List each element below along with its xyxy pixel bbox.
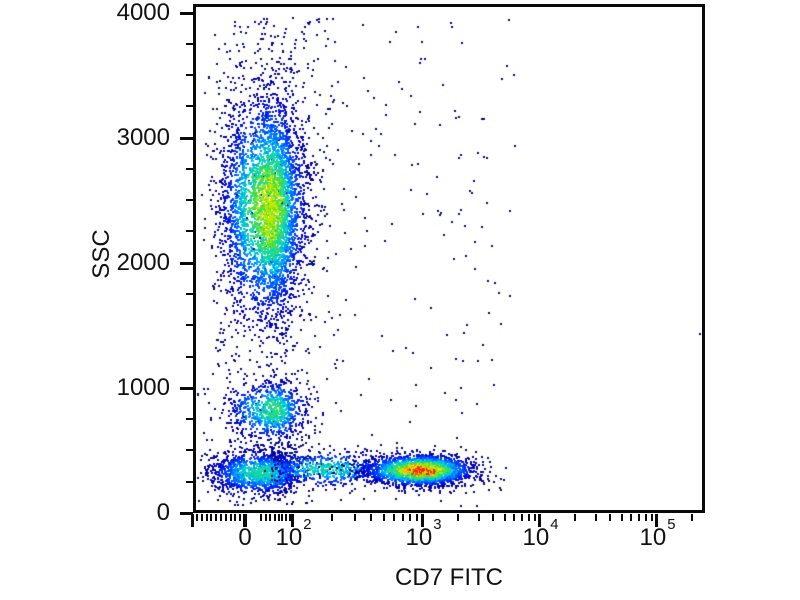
x-tick-label: 0 bbox=[197, 524, 293, 552]
x-minor-tick bbox=[281, 514, 283, 521]
x-minor-tick bbox=[457, 514, 459, 521]
x-minor-tick bbox=[230, 514, 232, 521]
x-minor-tick bbox=[370, 514, 372, 521]
y-tick-label: 3000 bbox=[116, 123, 170, 151]
y-minor-tick bbox=[186, 481, 193, 483]
y-minor-tick bbox=[186, 105, 193, 107]
x-tick-label-base: 10 bbox=[522, 524, 550, 551]
x-minor-tick bbox=[574, 514, 576, 521]
x-minor-tick bbox=[534, 514, 536, 521]
x-major-tick bbox=[191, 514, 194, 527]
x-minor-tick bbox=[274, 514, 276, 521]
x-minor-tick bbox=[239, 514, 241, 521]
y-minor-tick bbox=[186, 199, 193, 201]
y-minor-tick bbox=[186, 74, 193, 76]
x-minor-tick bbox=[638, 514, 640, 521]
x-tick-label: 104 bbox=[492, 517, 588, 552]
x-minor-tick bbox=[331, 514, 333, 521]
x-minor-tick bbox=[478, 514, 480, 521]
y-minor-tick bbox=[186, 293, 193, 295]
x-minor-tick bbox=[289, 514, 291, 521]
y-minor-tick bbox=[186, 449, 193, 451]
x-tick-label-exponent: 5 bbox=[667, 516, 676, 533]
x-minor-tick bbox=[691, 514, 693, 521]
x-tick-label-base: 10 bbox=[275, 524, 303, 551]
x-minor-tick bbox=[285, 514, 287, 521]
x-tick-label-exponent: 2 bbox=[303, 516, 312, 533]
x-minor-tick bbox=[409, 514, 411, 521]
x-minor-tick bbox=[383, 514, 385, 521]
x-minor-tick bbox=[504, 514, 506, 521]
x-tick-label-base: 10 bbox=[639, 524, 667, 551]
y-major-tick bbox=[180, 12, 193, 15]
y-tick-label: 0 bbox=[156, 499, 170, 526]
x-minor-tick bbox=[196, 514, 198, 521]
x-major-tick bbox=[655, 514, 658, 527]
plot-area bbox=[193, 4, 705, 513]
x-major-tick bbox=[421, 514, 424, 527]
x-minor-tick bbox=[206, 514, 208, 521]
x-minor-tick bbox=[609, 514, 611, 521]
x-axis-title: CD7 FITC bbox=[395, 564, 503, 591]
y-minor-tick bbox=[186, 356, 193, 358]
y-major-tick bbox=[180, 262, 193, 265]
x-minor-tick bbox=[651, 514, 653, 521]
x-tick-label-base: 0 bbox=[238, 524, 252, 551]
x-minor-tick bbox=[269, 514, 271, 521]
y-axis-title: SSC bbox=[88, 229, 115, 279]
x-major-tick bbox=[243, 514, 247, 527]
x-minor-tick bbox=[265, 514, 267, 521]
x-minor-tick bbox=[225, 514, 227, 521]
x-minor-tick bbox=[278, 514, 280, 521]
x-tick-label: 102 bbox=[245, 517, 341, 552]
x-tick-label-exponent: 3 bbox=[433, 516, 442, 533]
x-minor-tick bbox=[215, 514, 217, 521]
y-major-tick bbox=[180, 512, 193, 515]
x-minor-tick bbox=[354, 514, 356, 521]
x-minor-tick bbox=[393, 514, 395, 521]
y-minor-tick bbox=[186, 418, 193, 420]
y-major-tick bbox=[180, 137, 193, 140]
x-tick-label-exponent: 4 bbox=[550, 516, 559, 533]
x-minor-tick bbox=[595, 514, 597, 521]
x-minor-tick bbox=[402, 514, 404, 521]
x-tick-label: 105 bbox=[609, 517, 705, 552]
y-tick-label: 4000 bbox=[116, 0, 170, 26]
x-minor-tick bbox=[528, 514, 530, 521]
y-tick-label: 1000 bbox=[116, 373, 170, 401]
x-minor-tick bbox=[234, 514, 236, 521]
x-minor-tick bbox=[492, 514, 494, 521]
x-minor-tick bbox=[210, 514, 212, 521]
x-minor-tick bbox=[513, 514, 515, 521]
y-minor-tick bbox=[186, 230, 193, 232]
x-minor-tick bbox=[201, 514, 203, 521]
x-tick-label: 103 bbox=[375, 517, 471, 552]
x-minor-tick bbox=[621, 514, 623, 521]
x-minor-tick bbox=[645, 514, 647, 521]
x-minor-tick bbox=[416, 514, 418, 521]
y-major-tick bbox=[180, 387, 193, 390]
x-major-tick bbox=[291, 514, 294, 527]
x-major-tick bbox=[538, 514, 541, 527]
x-minor-tick bbox=[630, 514, 632, 521]
x-minor-tick bbox=[260, 514, 262, 521]
y-minor-tick bbox=[186, 324, 193, 326]
x-minor-tick bbox=[220, 514, 222, 521]
y-minor-tick bbox=[186, 168, 193, 170]
x-tick-label-base: 10 bbox=[405, 524, 433, 551]
x-minor-tick bbox=[521, 514, 523, 521]
y-minor-tick bbox=[186, 43, 193, 45]
density-scatter-canvas bbox=[196, 7, 702, 510]
